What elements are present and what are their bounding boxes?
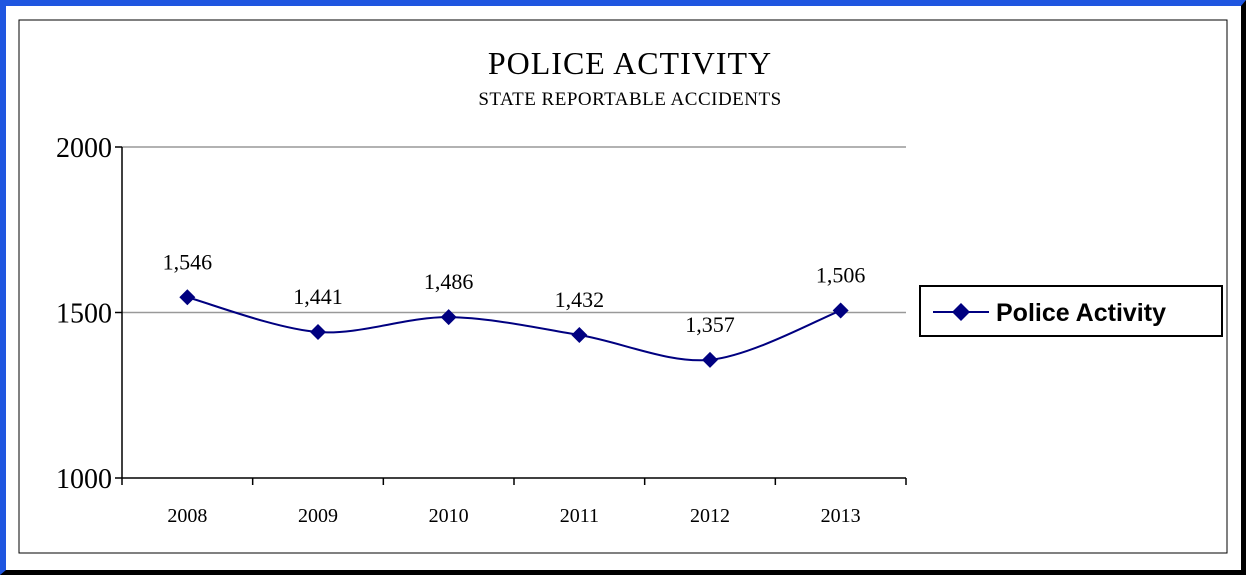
legend-item-police-activity: Police Activity — [996, 299, 1166, 327]
data-label-2010: 1,486 — [424, 269, 474, 294]
data-label-2008: 1,546 — [163, 249, 213, 274]
data-point-2012 — [702, 351, 718, 368]
data-point-2009 — [310, 324, 326, 341]
x-tick-label-2010: 2010 — [429, 505, 469, 527]
series-police-activity — [179, 289, 849, 368]
series-line — [187, 296, 842, 362]
data-label-2013: 1,506 — [816, 263, 866, 288]
x-tick-label-2012: 2012 — [690, 505, 730, 527]
data-point-2013 — [832, 302, 849, 319]
legend: Police Activity — [919, 285, 1223, 337]
x-tick-label-2013: 2013 — [821, 505, 861, 527]
data-point-2010 — [440, 309, 457, 326]
data-label-2009: 1,441 — [293, 284, 343, 309]
line-chart: POLICE ACTIVITY STATE REPORTABLE ACCIDEN… — [18, 19, 1228, 554]
data-label-2012: 1,357 — [685, 312, 735, 337]
y-tick-label-1500: 1500 — [56, 299, 112, 330]
chart-subtitle: STATE REPORTABLE ACCIDENTS — [478, 89, 781, 110]
gridlines — [122, 146, 906, 314]
y-axis-ticks: 1000 1500 2000 — [56, 133, 122, 495]
x-tick-label-2011: 2011 — [560, 505, 599, 527]
data-label-2011: 1,432 — [555, 287, 605, 312]
x-axis-ticks: 2008 2009 2010 2011 2012 2013 — [121, 478, 907, 527]
x-tick-label-2009: 2009 — [298, 505, 338, 527]
x-tick-label-2008: 2008 — [167, 505, 207, 527]
legend-marker-diamond-icon — [952, 303, 970, 321]
data-point-2008 — [179, 289, 196, 306]
y-tick-label-1000: 1000 — [56, 464, 112, 495]
data-point-2011 — [571, 327, 588, 344]
y-tick-label-2000: 2000 — [56, 133, 112, 164]
chart-title: POLICE ACTIVITY — [488, 45, 772, 81]
data-labels: 1,546 1,441 1,486 1,432 1,357 1,506 — [163, 249, 866, 337]
